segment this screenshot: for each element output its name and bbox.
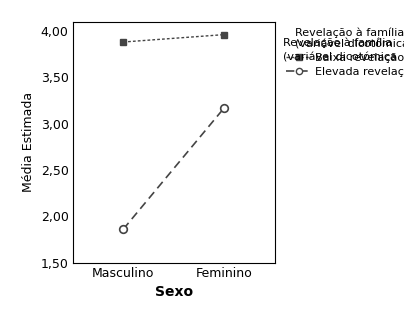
X-axis label: Sexo: Sexo	[155, 286, 193, 299]
Y-axis label: Média Estimada: Média Estimada	[22, 92, 35, 192]
Legend: Baixa revelação, Elevada revelação: Baixa revelação, Elevada revelação	[286, 27, 404, 77]
Text: Revelação à família: Revelação à família	[283, 37, 392, 48]
Text: (variável dicotómica: (variável dicotómica	[283, 53, 397, 62]
